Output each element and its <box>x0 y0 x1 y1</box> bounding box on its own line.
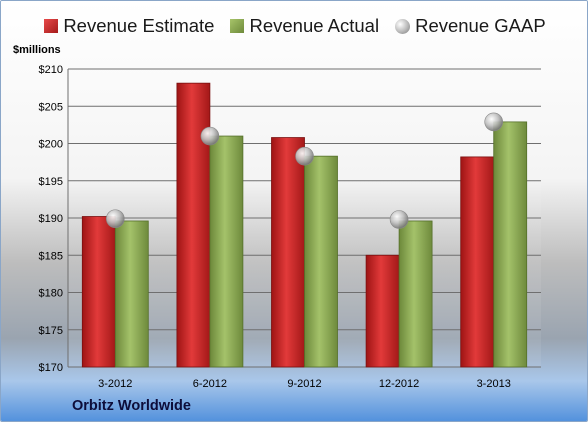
bar-revenue-estimate <box>271 137 305 368</box>
marker-revenue-gaap <box>484 112 504 132</box>
y-tick-label: $195 <box>39 176 63 188</box>
legend-swatch-estimate <box>44 19 59 33</box>
bar-revenue-estimate <box>460 156 495 368</box>
bar-revenue-estimate <box>81 216 116 368</box>
bar-revenue-actual <box>209 135 244 368</box>
x-tick-label: 12-2012 <box>379 378 419 390</box>
bar-revenue-actual <box>493 121 528 368</box>
legend-item-actual: Revenue Actual <box>230 15 379 37</box>
x-tick-label: 3-2013 <box>477 378 511 390</box>
marker-revenue-gaap <box>295 146 314 166</box>
legend-swatch-actual <box>230 19 245 33</box>
x-tick-label: 3-2012 <box>98 378 132 390</box>
y-axis-label: $millions <box>13 44 61 56</box>
company-name: Orbitz Worldwide <box>72 398 191 414</box>
legend-item-gaap: Revenue GAAP <box>395 15 546 37</box>
x-tick-label: 6-2012 <box>193 378 227 390</box>
y-tick-label: $170 <box>39 362 63 374</box>
bar-revenue-estimate <box>176 82 211 368</box>
y-tick-label: $190 <box>39 213 63 225</box>
marker-revenue-gaap <box>389 210 409 229</box>
legend-label-gaap: Revenue GAAP <box>415 15 546 36</box>
y-tick-label: $200 <box>39 139 63 151</box>
legend: Revenue Estimate Revenue Actual Revenue … <box>1 15 587 37</box>
y-tick-label: $180 <box>39 288 63 300</box>
marker-revenue-gaap <box>200 126 220 146</box>
y-tick-label: $205 <box>39 101 63 113</box>
x-tick-label: 9-2012 <box>287 378 321 390</box>
legend-label-actual: Revenue Actual <box>249 15 380 36</box>
legend-label-estimate: Revenue Estimate <box>63 15 215 36</box>
y-tick-label: $185 <box>39 250 63 262</box>
bar-revenue-estimate <box>365 254 400 368</box>
y-tick-label: $210 <box>39 64 63 76</box>
bar-revenue-actual <box>398 220 433 368</box>
y-tick-label: $175 <box>39 325 63 337</box>
legend-swatch-gaap <box>395 18 411 34</box>
marker-revenue-gaap <box>106 209 125 229</box>
bar-revenue-actual <box>304 155 338 368</box>
legend-item-estimate: Revenue Estimate <box>44 15 214 37</box>
bar-revenue-actual <box>114 220 149 368</box>
